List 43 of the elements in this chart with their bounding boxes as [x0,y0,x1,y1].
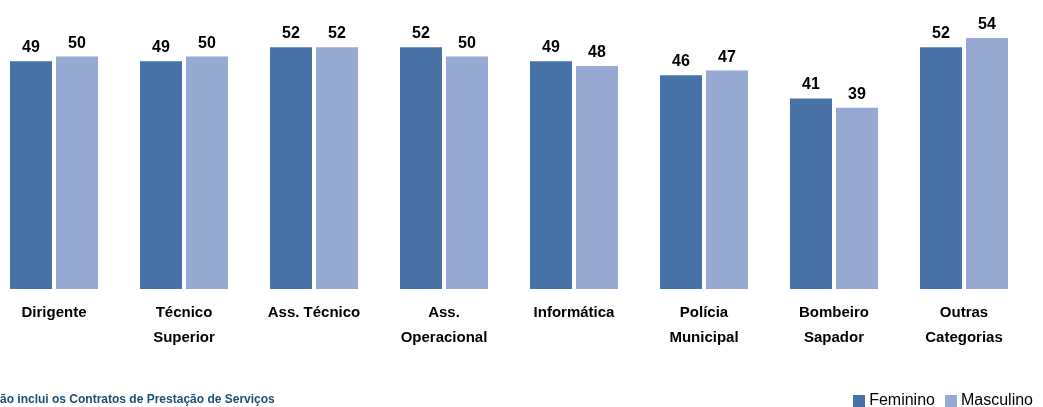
bar [270,47,312,289]
legend-label: Feminino [869,391,935,407]
data-label: 52 [282,24,300,42]
x-tick-label: Polícia Municipal [669,303,739,345]
bar [920,47,962,289]
data-label: 50 [198,33,216,51]
bar [446,56,488,289]
data-label: 52 [932,24,950,42]
x-tick-label: Outras Categorias [925,303,1003,345]
data-label: 46 [672,52,690,70]
x-tick-label: Técnico Superior [153,303,215,345]
x-tick-label: Bombeiro Sapador [798,303,870,345]
data-label: 48 [588,42,606,60]
bar [56,56,98,289]
bar [790,98,832,289]
bar [316,47,358,289]
text: ão inclui os Contratos de Prestação de Serviços [0,392,275,406]
data-label: 49 [22,38,40,56]
data-label: 41 [802,75,820,93]
x-tick-label: Ass. Técnico [267,303,361,320]
data-label: 50 [68,33,86,51]
bar [186,56,228,289]
data-label: 49 [152,38,170,56]
data-label: 52 [328,24,346,42]
data-label: 50 [458,33,476,51]
data-label: 52 [412,24,430,42]
bar [706,70,748,289]
bar [400,47,442,289]
bar [966,38,1008,289]
bar [836,107,878,289]
x-tick-label: Informática [533,303,616,320]
x-tick-label: Ass. Operacional [400,303,488,345]
bar [10,61,52,289]
bar [140,61,182,289]
data-label: 47 [718,47,736,65]
x-tick-label: Dirigente [21,303,87,320]
bar [530,61,572,289]
data-label: 39 [848,84,866,102]
bar [576,65,618,289]
legend-label: Masculino [960,391,1033,407]
data-label: 54 [978,15,996,32]
bar [660,75,702,289]
data-label: 49 [542,38,560,56]
